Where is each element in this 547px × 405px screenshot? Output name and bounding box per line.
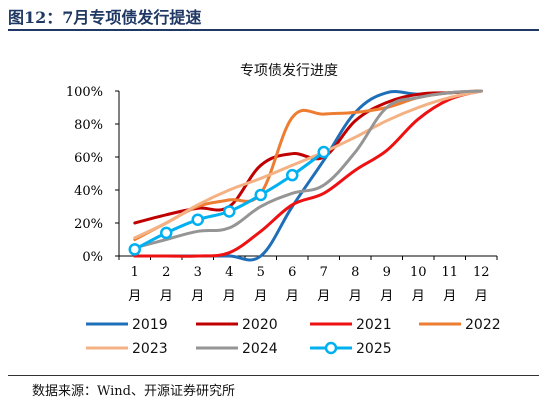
x-tick-label: 6 — [288, 265, 296, 280]
y-tick-label: 100% — [66, 85, 103, 100]
figure-title: 图12：7月专项债发行提速 — [8, 8, 202, 27]
x-tick-unit: 月 — [412, 289, 425, 304]
x-tick-label: 5 — [257, 265, 265, 280]
legend-label-2020: 2020 — [242, 317, 278, 333]
legend-label-2025: 2025 — [356, 341, 392, 357]
series-line-2024 — [133, 89, 483, 250]
x-tick-unit: 月 — [254, 289, 267, 304]
legend-marker-2025 — [324, 341, 338, 355]
series-line-2023 — [133, 89, 483, 240]
x-tick-unit: 月 — [317, 289, 330, 304]
x-tick-label: 11 — [441, 265, 458, 280]
x-tick-label: 9 — [383, 265, 391, 280]
series-point-2025 — [223, 205, 236, 218]
x-tick-label: 3 — [194, 265, 202, 280]
x-tick-label: 7 — [320, 265, 328, 280]
x-tick-unit: 月 — [349, 289, 362, 304]
source-note: 数据来源：Wind、开源证券研究所 — [32, 384, 235, 399]
x-tick-unit: 月 — [443, 289, 456, 304]
x-tick-label: 12 — [473, 265, 490, 280]
x-tick-label: 1 — [131, 265, 139, 280]
series-line-2021 — [133, 89, 483, 258]
x-tick-unit: 月 — [286, 289, 299, 304]
series-point-2025 — [286, 168, 299, 182]
legend-label-2022: 2022 — [465, 317, 501, 333]
y-tick-label: 60% — [74, 151, 103, 166]
legend-label-2019: 2019 — [132, 317, 168, 333]
y-tick-label: 0% — [82, 250, 103, 265]
x-tick-unit: 月 — [191, 289, 204, 304]
x-tick-unit: 月 — [128, 289, 141, 304]
title-divider — [8, 29, 539, 31]
x-tick-unit: 月 — [475, 289, 488, 304]
legend-label-2023: 2023 — [132, 341, 168, 357]
y-tick-label: 80% — [74, 118, 103, 133]
legend-label-2024: 2024 — [242, 341, 278, 357]
x-tick-label: 8 — [351, 265, 359, 280]
x-tick-unit: 月 — [223, 289, 236, 304]
chart-legend: 2019 2020 2021 2022 2023 2024 2025 — [86, 317, 501, 357]
series-point-2025 — [254, 188, 267, 202]
legend-label-2021: 2021 — [356, 317, 392, 333]
x-tick-unit: 月 — [160, 289, 173, 304]
x-tick-label: 4 — [225, 265, 233, 280]
series-point-2025 — [160, 226, 173, 240]
y-tick-label: 20% — [74, 217, 103, 232]
x-tick-label: 2 — [162, 265, 170, 280]
chart-title: 专项债发行进度 — [240, 63, 338, 79]
series-lines — [128, 89, 483, 262]
series-point-2025 — [317, 145, 330, 159]
x-tick-label: 10 — [410, 265, 427, 280]
series-point-2025 — [128, 243, 141, 256]
x-tick-unit: 月 — [380, 289, 393, 304]
source-divider — [8, 375, 539, 376]
y-tick-label: 40% — [74, 184, 103, 199]
chart-axes: 0% 20% 40% 60% 80% 100% 1 月 2 月 3 月 4 月 5 月 6 月 7 月 8 月 9 月 10 月 1… — [66, 85, 498, 304]
series-point-2025 — [191, 213, 204, 226]
